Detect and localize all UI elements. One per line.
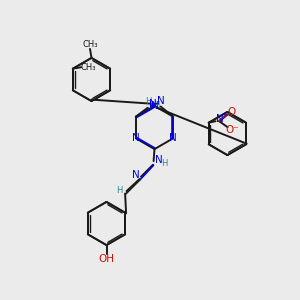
Text: +: + [221,112,227,118]
Text: H: H [145,97,152,106]
Text: CH₃: CH₃ [82,40,98,49]
Text: H: H [161,159,168,168]
Text: N: N [216,114,224,124]
Text: OH: OH [98,254,115,264]
Text: O⁻: O⁻ [225,124,239,135]
Text: H: H [153,100,159,109]
Text: H: H [116,186,122,195]
Text: N: N [132,170,140,181]
Text: N: N [154,155,162,165]
Text: N: N [132,133,140,143]
Text: N: N [169,133,177,143]
Text: N: N [149,99,157,109]
Text: N: N [151,101,158,111]
Text: CH₃: CH₃ [80,63,95,72]
Text: O: O [228,106,236,117]
Text: N: N [157,96,165,106]
